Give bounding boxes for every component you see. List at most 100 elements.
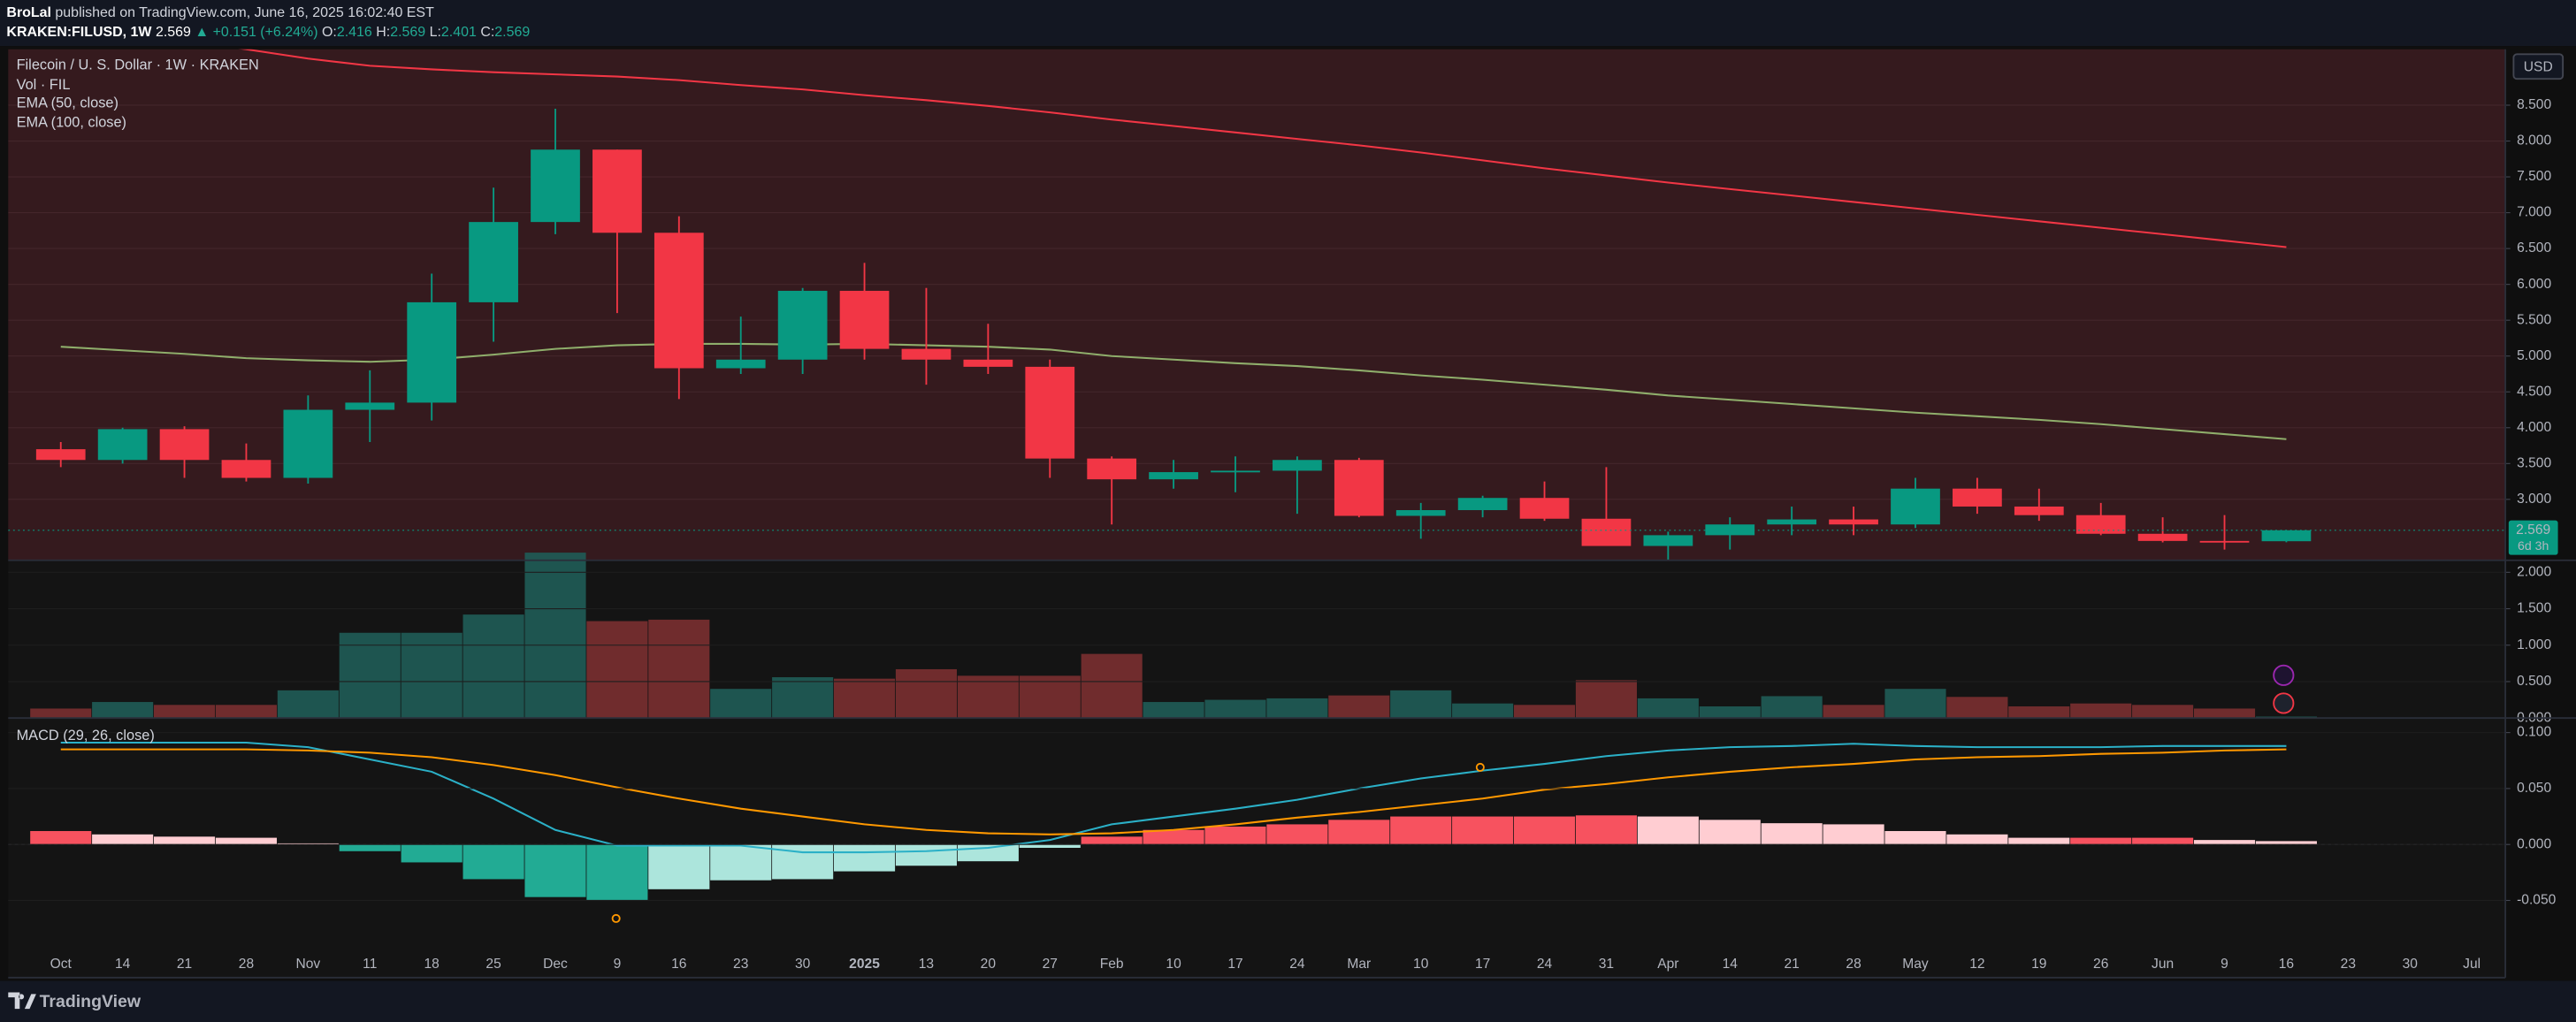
x-tick-label: 28: [239, 957, 254, 972]
candle-body: [1457, 498, 1508, 511]
candle-body: [2199, 540, 2250, 543]
x-tick-label: 19: [2031, 957, 2046, 972]
x-tick-label: 23: [733, 957, 748, 972]
volume-bar: [1699, 705, 1761, 719]
histogram-bar: [1761, 823, 1823, 845]
histogram-bar: [1143, 829, 1204, 845]
ohlc-label: C:: [480, 25, 494, 40]
histogram-bar: [1204, 826, 1266, 845]
x-tick-label: 23: [2341, 957, 2356, 972]
volume-bar: [462, 614, 524, 719]
y-tick-label: 0.500: [2517, 674, 2551, 689]
last: 2.569: [156, 25, 191, 40]
x-tick-label: Apr: [1657, 957, 1678, 972]
indicator-line: [60, 741, 2287, 854]
header-bar: [0, 0, 2576, 47]
candle-body: [1519, 498, 1570, 519]
x-tick-label: 9: [2221, 957, 2228, 972]
x-tick-label: 24: [1537, 957, 1553, 972]
volume-bar: [92, 702, 154, 719]
y-tick-label: 6.500: [2517, 240, 2551, 256]
y-tick-label: 1.000: [2517, 637, 2551, 652]
countdown: 6d 3h: [2518, 538, 2549, 553]
legend-macd: MACD (29, 26, close): [17, 728, 155, 744]
x-tick-label: 10: [1166, 957, 1181, 972]
candle-body: [654, 233, 704, 369]
author: BroLal: [6, 5, 51, 20]
y-tick-label: 5.500: [2517, 312, 2551, 327]
histogram-bar: [277, 843, 339, 845]
x-tick-label: May: [1902, 957, 1929, 972]
x-tick-label: 28: [1846, 957, 1861, 972]
volume-bar: [1019, 675, 1081, 719]
histogram-bar: [1823, 824, 1884, 845]
candle-body: [221, 460, 271, 478]
symbol-line: KRAKEN:FILUSD, 1W 2.569 ▲ +0.151 (+6.24%…: [6, 25, 530, 40]
histogram-bar: [1699, 820, 1761, 845]
candle-body: [1953, 488, 2002, 507]
candle-body: [97, 429, 148, 461]
x-tick-label: 13: [919, 957, 934, 972]
candle-body: [2137, 533, 2188, 541]
x-tick-label: 16: [671, 957, 686, 972]
x-tick-label: Nov: [296, 957, 321, 972]
volume-bar: [895, 668, 958, 719]
candle-body: [35, 449, 86, 461]
histogram-bar: [2193, 840, 2256, 845]
x-tick-label: 16: [2279, 957, 2294, 972]
histogram-bar: [2008, 837, 2070, 845]
volume-bar: [2070, 703, 2132, 719]
currency[interactable]: USD: [2524, 59, 2553, 74]
x-tick-label: 30: [795, 957, 811, 972]
y-tick-label: 6.000: [2517, 277, 2551, 292]
candle-body: [1705, 524, 1755, 536]
change: ▲ +0.151 (+6.24%): [195, 25, 317, 40]
volume-bar: [2132, 705, 2194, 719]
x-tick-label: 26: [2093, 957, 2108, 972]
y-tick-label: 3.000: [2517, 492, 2551, 507]
volume-bar: [1884, 689, 1946, 719]
volume-bar: [1452, 703, 1514, 719]
volume-bar: [1637, 698, 1699, 719]
volume-bar: [524, 553, 586, 719]
y-tick-label: 7.000: [2517, 205, 2551, 220]
event-icon[interactable]: [2273, 692, 2295, 714]
volume-bar: [2193, 708, 2256, 719]
y-tick-label: 2.000: [2517, 564, 2551, 579]
x-tick-label: 21: [1784, 957, 1799, 972]
candle-body: [1149, 472, 1198, 480]
volume-bar: [215, 705, 278, 719]
histogram-bar: [1390, 816, 1452, 845]
candle-body: [777, 290, 828, 360]
histogram-bar: [2070, 837, 2132, 845]
candle-body: [1767, 519, 1817, 525]
ohlc-value: 2.416: [337, 25, 372, 40]
x-tick-label: 30: [2403, 957, 2419, 972]
x-tick-label: 20: [981, 957, 997, 972]
legend-title: Filecoin / U. S. Dollar · 1W · KRAKEN: [17, 57, 259, 73]
y-tick-label: 3.500: [2517, 455, 2551, 470]
histogram-bar: [1081, 836, 1143, 845]
histogram-bar: [30, 831, 92, 845]
volume-bar: [648, 619, 710, 719]
legend-entry: EMA (100, close): [17, 115, 126, 131]
x-tick-label: 9: [614, 957, 622, 972]
ohlc-value: 2.569: [494, 25, 530, 40]
candle-body: [283, 409, 333, 478]
volume-bar: [1143, 702, 1204, 719]
volume-bar: [833, 678, 896, 719]
histogram-bar: [833, 844, 896, 872]
histogram-bar: [462, 844, 524, 880]
last-price: 2.569: [2516, 522, 2550, 538]
event-icon[interactable]: [2273, 664, 2295, 686]
histogram-bar: [2132, 837, 2194, 845]
brand: TradingView: [40, 992, 141, 1011]
histogram-bar: [895, 844, 958, 866]
x-tick-label: Oct: [50, 957, 73, 972]
ohlc-value: 2.401: [441, 25, 477, 40]
histogram-bar: [153, 836, 216, 845]
footer-bar: [0, 980, 2576, 1022]
currency-button[interactable]: [2512, 53, 2565, 80]
published: published on TradingView.com, June 16, 2…: [55, 5, 434, 20]
